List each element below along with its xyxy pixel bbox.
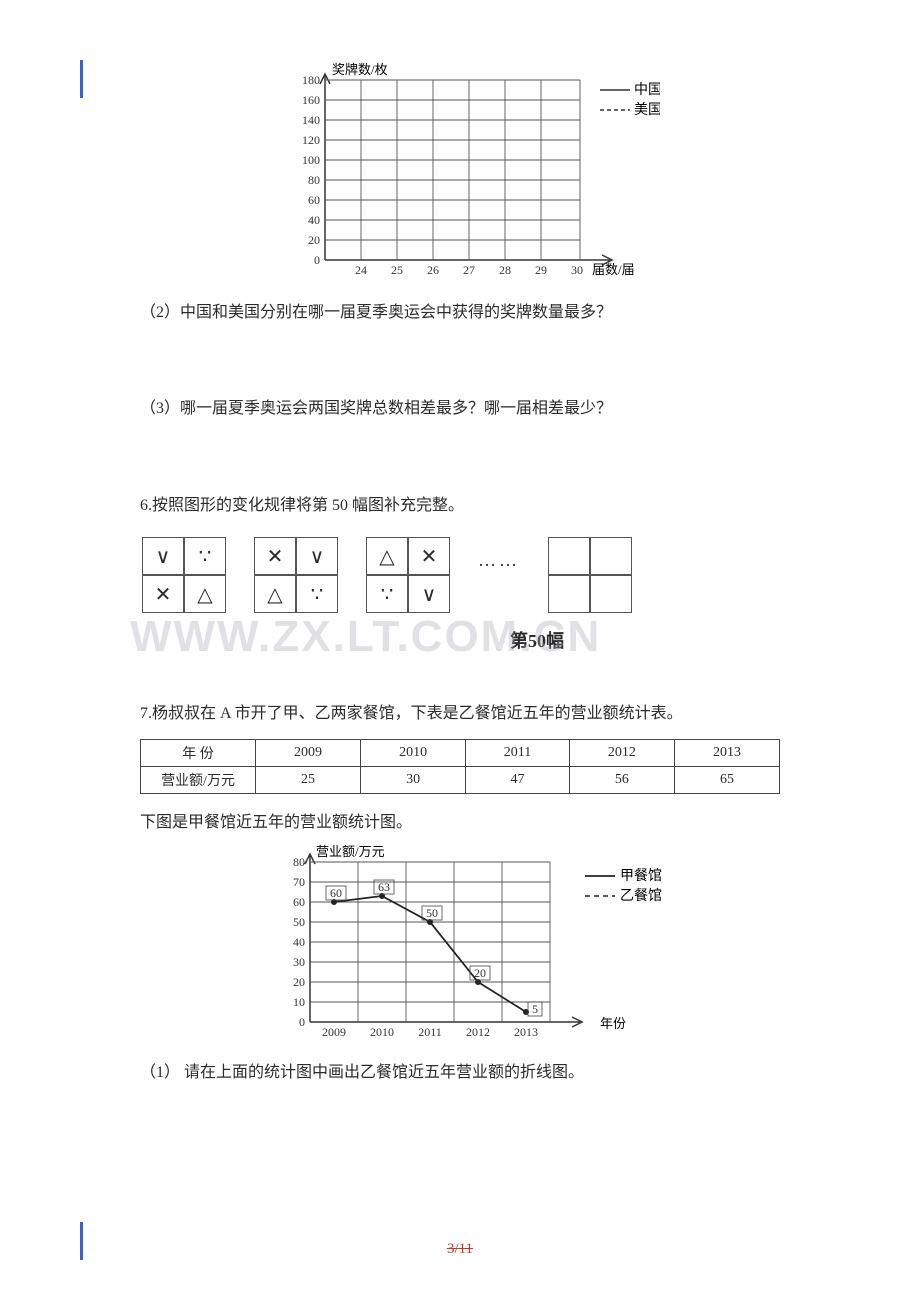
- x2-2009: 2009: [322, 1025, 346, 1039]
- p50-c3: [548, 575, 590, 613]
- td-y5: 2013: [674, 739, 779, 766]
- ytick-60: 60: [308, 193, 320, 207]
- ytick-0: 0: [314, 253, 320, 267]
- chart2-caption: 下图是甲餐馆近五年的营业额统计图。: [140, 808, 780, 832]
- pl-3: 20: [474, 966, 486, 980]
- xtick-28: 28: [499, 263, 511, 277]
- chart2-xlabel: 年份: [600, 1016, 626, 1031]
- pattern-row: ∨ ∵ ✕ △ ✕ ∨ △ ∵ △ ✕ ∵ ∨ ……: [142, 537, 780, 613]
- ytick-140: 140: [302, 113, 320, 127]
- y2-70: 70: [293, 875, 305, 889]
- page-number: 3/11: [0, 1241, 920, 1258]
- pattern-3: △ ✕ ∵ ∨: [366, 537, 450, 613]
- pattern-1: ∨ ∵ ✕ △: [142, 537, 226, 613]
- xtick-27: 27: [463, 263, 475, 277]
- td-y3: 2011: [466, 739, 570, 766]
- chart1-container: 奖牌数/枚 0 20 40 60 80 100 120 140 160 180: [140, 60, 780, 280]
- x2-2013: 2013: [514, 1025, 538, 1039]
- p2-c1: ✕: [254, 537, 296, 575]
- pattern-2: ✕ ∨ △ ∵: [254, 537, 338, 613]
- pl-2: 50: [426, 906, 438, 920]
- p3-c2: ✕: [408, 537, 450, 575]
- question-3: （3）哪一届夏季奥运会两国奖牌总数相差最多？哪一届相差最少？: [140, 396, 780, 422]
- question-6: 6.按照图形的变化规律将第 50 幅图补充完整。: [140, 491, 780, 515]
- chart1-ylabel: 奖牌数/枚: [332, 62, 388, 77]
- chart2-svg: 营业额/万元 0 10 20 30 40 50 60 70: [250, 842, 670, 1042]
- p50-c1: [548, 537, 590, 575]
- ytick-100: 100: [302, 153, 320, 167]
- chart1-svg: 奖牌数/枚 0 20 40 60 80 100 120 140 160 180: [260, 60, 660, 280]
- pl-0: 60: [330, 886, 342, 900]
- pl-1: 63: [378, 880, 390, 894]
- y2-60: 60: [293, 895, 305, 909]
- p1-c1: ∨: [142, 537, 184, 575]
- sub-question-1: （1） 请在上面的统计图中画出乙餐馆近五年营业额的折线图。: [140, 1058, 780, 1082]
- td-v2: 30: [361, 766, 466, 793]
- th-value: 营业额/万元: [141, 766, 256, 793]
- td-v3: 47: [466, 766, 570, 793]
- td-y4: 2012: [569, 739, 674, 766]
- question-2: （2）中国和美国分别在哪一届夏季奥运会中获得的奖牌数量最多？: [140, 300, 780, 326]
- table-row: 营业额/万元 25 30 47 56 65: [141, 766, 780, 793]
- y2-40: 40: [293, 935, 305, 949]
- ellipsis-icon: ……: [478, 550, 520, 601]
- chart2-ylabel: 营业额/万元: [316, 844, 385, 859]
- legend-yi: 乙餐馆: [620, 888, 662, 904]
- chart2-container: 营业额/万元 0 10 20 30 40 50 60 70: [140, 842, 780, 1042]
- y2-10: 10: [293, 995, 305, 1009]
- chart1-xlabel: 届数/届: [592, 262, 635, 277]
- xtick-26: 26: [427, 263, 439, 277]
- y2-80: 80: [293, 855, 305, 869]
- p3-c4: ∨: [408, 575, 450, 613]
- pattern-50-caption: 第50幅: [510, 627, 780, 653]
- ytick-20: 20: [308, 233, 320, 247]
- y2-30: 30: [293, 955, 305, 969]
- y2-50: 50: [293, 915, 305, 929]
- td-y2: 2010: [361, 739, 466, 766]
- revenue-table: 年 份 2009 2010 2011 2012 2013 营业额/万元 25 3…: [140, 739, 780, 794]
- x2-2011: 2011: [418, 1025, 442, 1039]
- td-v1: 25: [256, 766, 361, 793]
- legend-china: 中国: [634, 82, 660, 98]
- p2-c3: △: [254, 575, 296, 613]
- p50-c2: [590, 537, 632, 575]
- p1-c4: △: [184, 575, 226, 613]
- x2-2010: 2010: [370, 1025, 394, 1039]
- ytick-80: 80: [308, 173, 320, 187]
- ytick-40: 40: [308, 213, 320, 227]
- p2-c4: ∵: [296, 575, 338, 613]
- x2-2012: 2012: [466, 1025, 490, 1039]
- p1-c2: ∵: [184, 537, 226, 575]
- td-v5: 65: [674, 766, 779, 793]
- y2-20: 20: [293, 975, 305, 989]
- table-row: 年 份 2009 2010 2011 2012 2013: [141, 739, 780, 766]
- ytick-120: 120: [302, 133, 320, 147]
- pattern-50-blank: [548, 537, 632, 613]
- p3-c3: ∵: [366, 575, 408, 613]
- td-v4: 56: [569, 766, 674, 793]
- p2-c2: ∨: [296, 537, 338, 575]
- xtick-24: 24: [355, 263, 367, 277]
- margin-marker-top: [80, 60, 83, 98]
- legend-usa: 美国: [634, 102, 660, 118]
- xtick-29: 29: [535, 263, 547, 277]
- ytick-180: 180: [302, 73, 320, 87]
- legend-jia: 甲餐馆: [620, 868, 662, 884]
- y2-0: 0: [299, 1015, 305, 1029]
- td-y1: 2009: [256, 739, 361, 766]
- xtick-30: 30: [571, 263, 583, 277]
- xtick-25: 25: [391, 263, 403, 277]
- th-year: 年 份: [141, 739, 256, 766]
- p3-c1: △: [366, 537, 408, 575]
- pl-4: 5: [532, 1002, 538, 1016]
- p1-c3: ✕: [142, 575, 184, 613]
- ytick-160: 160: [302, 93, 320, 107]
- question-7: 7.杨叔叔在 A 市开了甲、乙两家餐馆，下表是乙餐馆近五年的营业额统计表。: [140, 701, 780, 727]
- p50-c4: [590, 575, 632, 613]
